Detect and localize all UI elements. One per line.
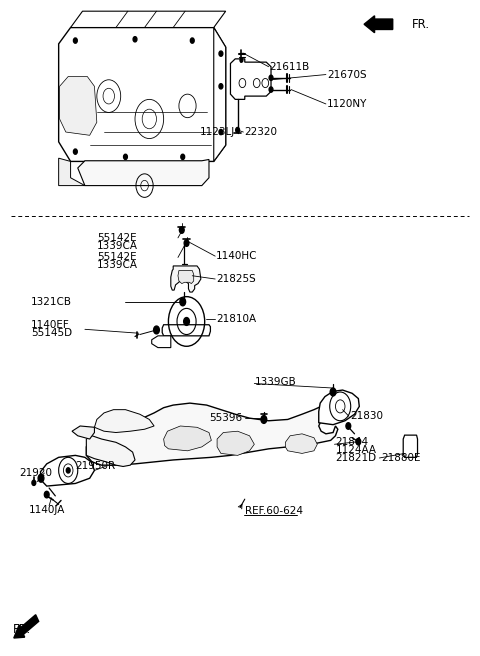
Polygon shape	[60, 77, 97, 135]
Polygon shape	[403, 435, 418, 457]
Text: 21825S: 21825S	[216, 274, 256, 284]
Text: 21821D: 21821D	[336, 453, 377, 463]
Polygon shape	[162, 325, 210, 336]
Polygon shape	[86, 436, 135, 466]
Polygon shape	[230, 59, 271, 99]
Circle shape	[133, 37, 137, 42]
Circle shape	[184, 318, 190, 325]
Text: 1140JA: 1140JA	[29, 504, 65, 514]
Circle shape	[269, 75, 273, 81]
Text: 1123LJ: 1123LJ	[199, 127, 235, 137]
Text: 1339CA: 1339CA	[97, 241, 138, 251]
Circle shape	[219, 51, 223, 56]
Text: 55145D: 55145D	[31, 327, 72, 338]
Polygon shape	[319, 390, 360, 424]
Text: 21920: 21920	[20, 468, 52, 478]
Circle shape	[184, 240, 189, 247]
Text: 1339CA: 1339CA	[97, 260, 138, 270]
FancyArrow shape	[14, 615, 39, 638]
Text: 21670S: 21670S	[327, 70, 366, 79]
Polygon shape	[214, 28, 226, 161]
Circle shape	[180, 227, 184, 234]
Circle shape	[66, 468, 70, 473]
Text: 55142E: 55142E	[97, 253, 136, 262]
Polygon shape	[78, 159, 209, 186]
Text: 21810A: 21810A	[216, 314, 256, 324]
Polygon shape	[285, 434, 317, 453]
Circle shape	[269, 87, 273, 92]
Text: 21880E: 21880E	[381, 453, 420, 463]
Polygon shape	[178, 270, 194, 283]
Circle shape	[346, 422, 351, 429]
Text: 21830: 21830	[350, 411, 383, 421]
Circle shape	[38, 474, 44, 482]
Text: 1140HC: 1140HC	[216, 251, 258, 261]
Circle shape	[32, 480, 36, 485]
Polygon shape	[95, 409, 154, 432]
Text: 21950R: 21950R	[75, 461, 116, 472]
Polygon shape	[217, 431, 254, 455]
Circle shape	[219, 84, 223, 89]
Text: 21844: 21844	[336, 438, 369, 447]
Polygon shape	[152, 336, 171, 348]
Text: FR.: FR.	[13, 623, 32, 636]
Text: 22320: 22320	[244, 127, 277, 137]
Text: 55142E: 55142E	[97, 233, 136, 243]
Text: REF.60-624: REF.60-624	[245, 506, 303, 516]
Polygon shape	[71, 11, 226, 28]
Text: FR.: FR.	[412, 18, 430, 31]
Polygon shape	[86, 403, 338, 465]
Circle shape	[219, 129, 223, 134]
Circle shape	[123, 154, 127, 159]
Circle shape	[356, 438, 361, 445]
Circle shape	[191, 38, 194, 43]
Circle shape	[240, 58, 243, 62]
Text: 1140EF: 1140EF	[31, 319, 70, 330]
Polygon shape	[40, 455, 95, 486]
Text: 55396: 55396	[209, 413, 242, 423]
Polygon shape	[59, 158, 85, 186]
Circle shape	[73, 149, 77, 154]
Circle shape	[73, 38, 77, 43]
Circle shape	[236, 127, 240, 133]
Circle shape	[154, 326, 159, 334]
Circle shape	[180, 298, 186, 306]
Polygon shape	[171, 266, 201, 292]
Circle shape	[261, 415, 267, 423]
Polygon shape	[164, 426, 211, 451]
Polygon shape	[59, 28, 226, 161]
FancyArrow shape	[364, 16, 393, 33]
Circle shape	[330, 388, 336, 396]
Circle shape	[44, 491, 49, 498]
Text: 21611B: 21611B	[270, 62, 310, 72]
Circle shape	[181, 154, 185, 159]
Text: 1339GB: 1339GB	[254, 377, 296, 386]
Polygon shape	[72, 426, 95, 439]
Text: 1124AA: 1124AA	[336, 445, 376, 455]
Text: 1321CB: 1321CB	[31, 297, 72, 307]
Text: 1120NY: 1120NY	[327, 99, 367, 109]
